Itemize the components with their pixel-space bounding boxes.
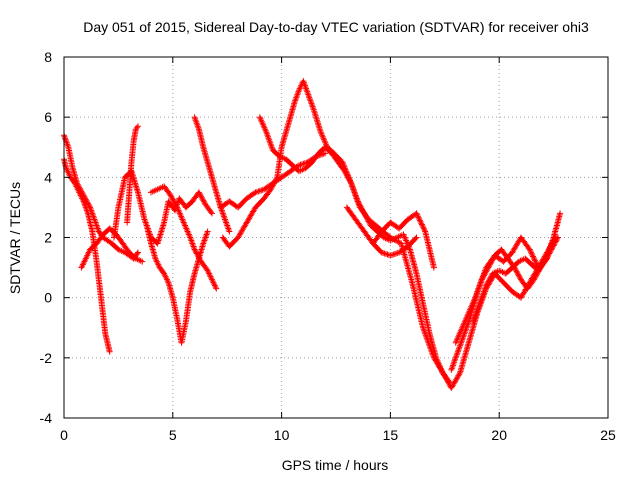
satellite-track-11-markers [256,114,453,385]
y-tick-label: 8 [44,49,52,65]
satellite-track-5-markers [124,123,141,226]
y-tick-label: 2 [44,230,52,246]
satellite-track-7-markers [148,183,220,292]
x-tick-label: 0 [60,427,68,443]
x-tick-label: 5 [169,427,177,443]
y-axis-label: SDTVAR / TECUs [7,182,23,294]
y-tick-label: -4 [40,410,53,426]
x-axis-label: GPS time / hours [282,457,389,473]
satellite-track-7 [148,183,220,292]
satellite-track-4 [111,168,215,247]
x-tick-label: 15 [383,427,399,443]
satellite-track-6 [143,222,211,346]
satellite-track-4-markers [111,168,215,247]
satellite-track-16 [470,234,561,325]
y-tick-label: 4 [44,169,52,185]
x-tick-label: 20 [491,427,507,443]
satellite-track-6-markers [143,222,211,346]
chart-title: Day 051 of 2015, Sidereal Day-to-day VTE… [83,19,589,35]
satellite-track-13-markers [370,210,437,271]
data-series [61,78,564,391]
satellite-track-16-markers [470,234,561,325]
satellite-track-13 [370,210,437,271]
y-tick-label: -2 [40,350,53,366]
x-tick-label: 25 [600,427,616,443]
satellite-track-11 [256,114,453,385]
y-tick-label: 0 [44,290,52,306]
y-tick-label: 6 [44,109,52,125]
satellite-track-5 [124,123,141,226]
x-tick-label: 10 [274,427,290,443]
axis-ticks: 0 5 10 15 20 25 -4 -2 0 2 4 6 8 [40,49,616,443]
